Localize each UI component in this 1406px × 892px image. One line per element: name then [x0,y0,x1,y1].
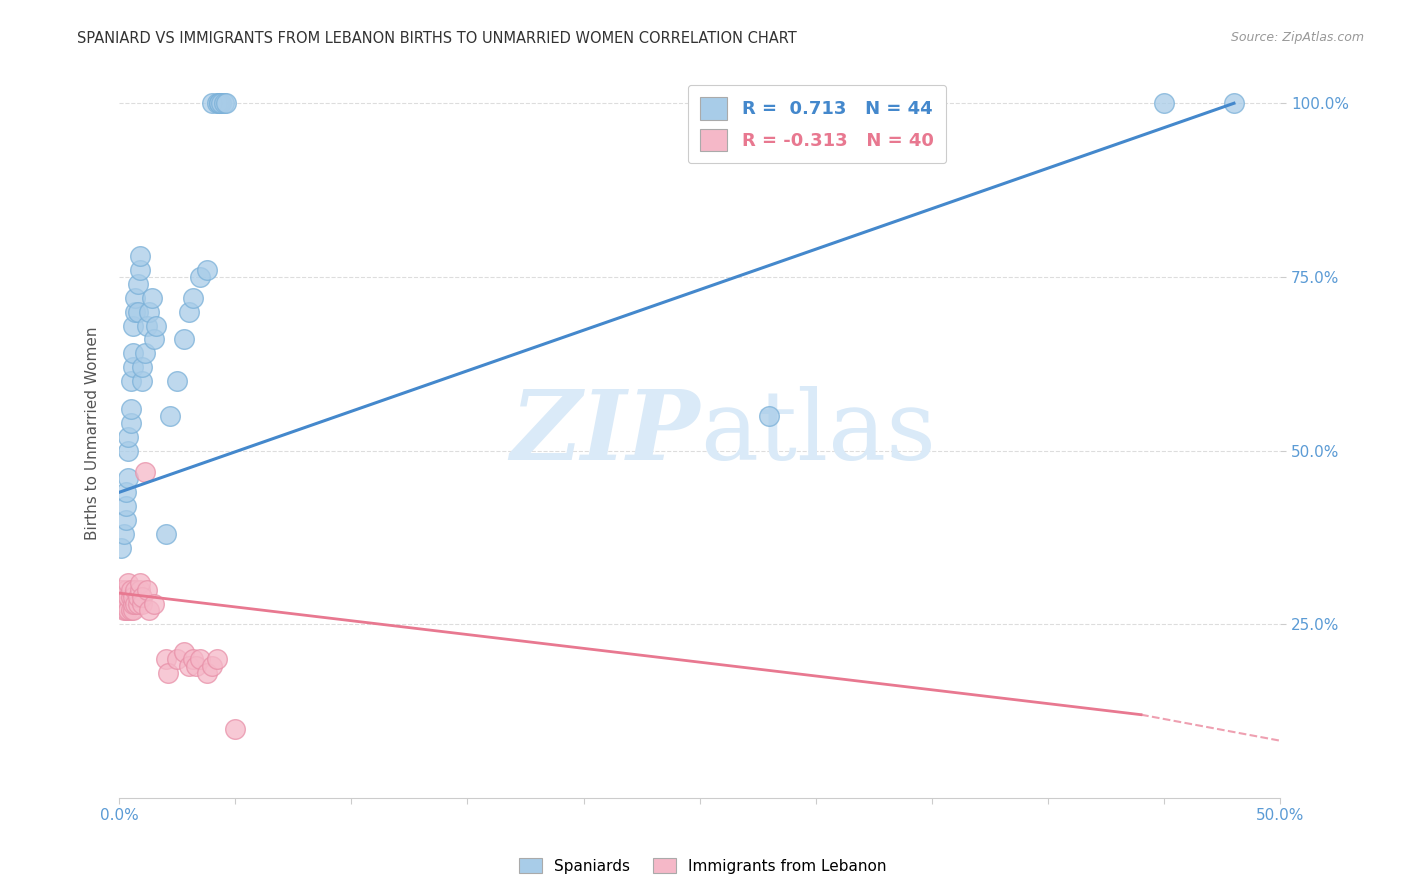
Point [1153,96,1175,111]
Point [117,603,139,617]
Point [177,659,200,673]
Point [110,582,132,597]
Point [122,597,145,611]
Point [921,96,943,111]
Point [183,652,205,666]
Point [183,291,205,305]
Point [166,652,188,666]
Point [129,249,152,263]
Text: Source: ZipAtlas.com: Source: ZipAtlas.com [1230,31,1364,45]
Point [173,645,195,659]
Y-axis label: Births to Unmarried Women: Births to Unmarried Women [86,326,100,540]
Text: ZIP: ZIP [510,386,700,480]
Point [124,597,146,611]
Point [138,603,160,617]
Point [117,430,139,444]
Point [122,318,145,333]
Point [117,443,139,458]
Point [188,269,211,284]
Point [208,96,231,111]
Point [201,659,224,673]
Point [120,416,142,430]
Point [177,304,200,318]
Point [129,582,152,597]
Point [224,722,246,736]
Point [159,409,181,423]
Point [184,659,207,673]
Point [127,277,149,291]
Point [195,665,218,680]
Point [173,333,195,347]
Point [208,96,231,111]
Point [124,582,146,597]
Point [127,597,149,611]
Point [145,318,167,333]
Point [155,527,177,541]
Point [142,333,165,347]
Point [122,603,145,617]
Point [205,96,228,111]
Point [124,291,146,305]
Point [155,652,177,666]
Point [134,465,156,479]
Point [127,590,149,604]
Point [120,590,142,604]
Point [115,582,138,597]
Point [156,665,179,680]
Point [195,263,218,277]
Text: atlas: atlas [700,386,936,480]
Point [120,582,142,597]
Point [115,513,138,527]
Point [112,590,135,604]
Point [131,360,153,375]
Point [120,603,142,617]
Point [120,401,142,416]
Point [758,409,780,423]
Text: SPANIARD VS IMMIGRANTS FROM LEBANON BIRTHS TO UNMARRIED WOMEN CORRELATION CHART: SPANIARD VS IMMIGRANTS FROM LEBANON BIRT… [77,31,797,46]
Point [127,304,149,318]
Point [138,304,160,318]
Point [122,346,145,360]
Point [131,590,153,604]
Point [141,291,163,305]
Point [112,527,135,541]
Point [209,96,232,111]
Point [188,652,211,666]
Point [117,575,139,590]
Point [122,360,145,375]
Point [110,541,132,555]
Point [115,485,138,500]
Point [135,318,157,333]
Point [129,263,152,277]
Point [215,96,238,111]
Point [135,582,157,597]
Point [212,96,235,111]
Point [131,597,153,611]
Point [120,374,142,388]
Point [1223,96,1246,111]
Point [134,346,156,360]
Point [115,500,138,514]
Point [115,603,138,617]
Point [110,597,132,611]
Point [117,471,139,485]
Point [131,374,153,388]
Point [117,590,139,604]
Point [129,575,152,590]
Point [201,96,224,111]
Point [112,603,135,617]
Point [124,304,146,318]
Point [166,374,188,388]
Legend: R =  0.713   N = 44, R = -0.313   N = 40: R = 0.713 N = 44, R = -0.313 N = 40 [688,85,946,163]
Point [205,652,228,666]
Point [122,590,145,604]
Point [115,597,138,611]
Point [142,597,165,611]
Legend: Spaniards, Immigrants from Lebanon: Spaniards, Immigrants from Lebanon [513,852,893,880]
